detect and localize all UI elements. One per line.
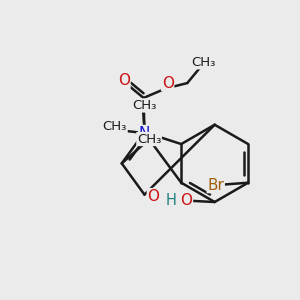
Text: O: O	[118, 73, 130, 88]
Text: CH₃: CH₃	[132, 99, 157, 112]
Text: O: O	[180, 193, 192, 208]
Text: N: N	[139, 126, 150, 141]
Text: O: O	[147, 189, 159, 204]
Text: CH₃: CH₃	[191, 56, 215, 69]
Text: CH₃: CH₃	[103, 120, 127, 133]
Text: Br: Br	[207, 178, 224, 193]
Text: CH₃: CH₃	[137, 133, 161, 146]
Text: H: H	[165, 193, 176, 208]
Text: O: O	[162, 76, 174, 91]
